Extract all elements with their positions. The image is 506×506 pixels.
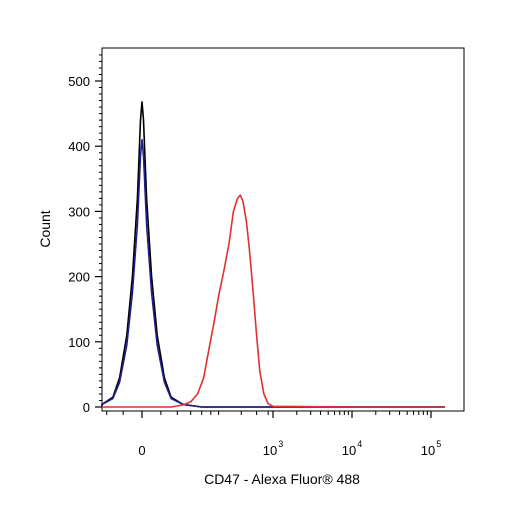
x-tick-exponent: 3 bbox=[278, 439, 283, 449]
series-layer bbox=[101, 101, 445, 408]
x-tick-label: 103 bbox=[263, 439, 283, 458]
y-tick-label: 100 bbox=[68, 335, 90, 350]
x-tick-label: 104 bbox=[342, 439, 362, 458]
histogram-series-3 bbox=[102, 194, 445, 408]
y-tick-label: 0 bbox=[83, 400, 90, 415]
x-axis: 0 103 104 105 bbox=[106, 411, 441, 458]
x-tick-exponent: 5 bbox=[436, 439, 441, 449]
y-axis: 0 100 200 300 400 500 bbox=[68, 54, 102, 415]
x-tick-exponent: 4 bbox=[357, 439, 362, 449]
plot-frame bbox=[101, 47, 465, 412]
y-axis-title: Count bbox=[37, 210, 53, 247]
y-tick-label: 500 bbox=[68, 74, 90, 89]
y-tick-label: 200 bbox=[68, 270, 90, 285]
y-tick-label: 400 bbox=[68, 139, 90, 154]
x-axis-title: CD47 - Alexa Fluor® 488 bbox=[204, 471, 360, 487]
histogram-series-1 bbox=[101, 101, 445, 408]
histogram-series-2 bbox=[101, 138, 445, 408]
y-tick-label: 300 bbox=[68, 204, 90, 219]
x-tick-label: 0 bbox=[138, 443, 145, 458]
x-tick-label: 105 bbox=[421, 439, 441, 458]
